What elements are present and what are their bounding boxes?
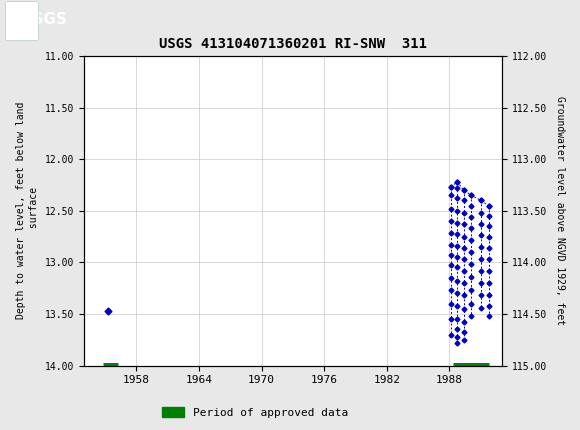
Legend: Period of approved data: Period of approved data: [158, 403, 353, 422]
Bar: [6, 2, 37, 39]
Text: USGS: USGS: [20, 12, 67, 27]
Y-axis label: Depth to water level, feet below land
 surface: Depth to water level, feet below land su…: [16, 102, 39, 319]
Text: ≡: ≡: [3, 11, 18, 29]
Bar: [6, 2, 37, 39]
Y-axis label: Groundwater level above NGVD 1929, feet: Groundwater level above NGVD 1929, feet: [555, 96, 565, 325]
Title: USGS 413104071360201 RI-SNW  311: USGS 413104071360201 RI-SNW 311: [159, 37, 427, 51]
